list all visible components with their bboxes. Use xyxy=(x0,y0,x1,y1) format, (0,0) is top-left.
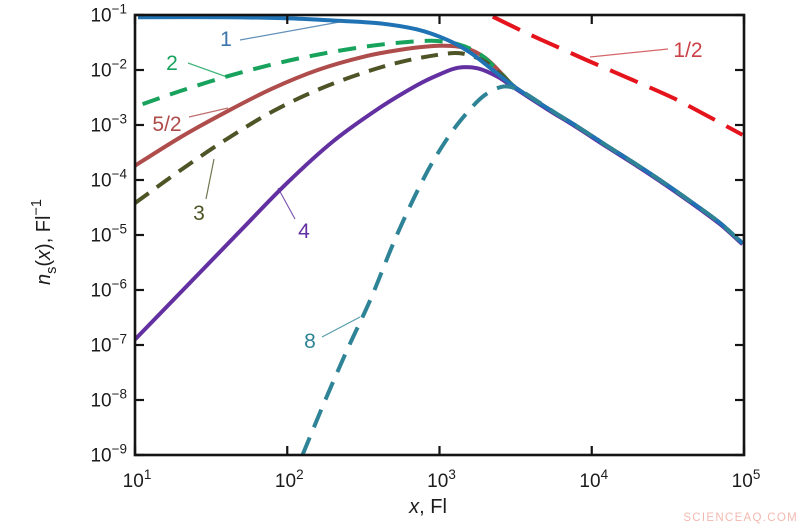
y-tick-label: 10−2 xyxy=(90,57,127,82)
x-tick-label: 103 xyxy=(427,467,456,492)
y-tick-label: 10−6 xyxy=(90,277,127,302)
axis-tick-labels: 101 102 103 104 105 10−1 10−2 10−3 10−4 10−5 10−6 1… xyxy=(90,2,760,493)
curve-label-5-2: 5/2 xyxy=(152,113,181,136)
leader-line-3 xyxy=(205,158,215,200)
y-tick-label: 10−3 xyxy=(90,112,127,137)
y-tick-label: 10−5 xyxy=(90,222,127,247)
curve-1-2-line xyxy=(491,14,744,137)
plot-curves xyxy=(135,14,744,456)
plot-axes xyxy=(133,13,746,457)
leader-line-1-2 xyxy=(589,48,669,58)
x-tick-label: 101 xyxy=(123,467,152,492)
watermark: SCIENCEAQ.COM xyxy=(683,512,798,524)
leader-line-8 xyxy=(321,316,361,338)
curve-label-4: 4 xyxy=(298,220,310,243)
curve-label-1: 1 xyxy=(220,28,232,51)
leader-line-5-2 xyxy=(188,107,229,118)
curve-label-3: 3 xyxy=(193,202,205,225)
y-tick-label: 10−8 xyxy=(90,387,127,412)
curve-annotations: 1 2 5/2 3 4 8 1/2 xyxy=(152,20,703,353)
curve-label-8: 8 xyxy=(304,330,316,353)
curve-2-line xyxy=(141,38,744,245)
leader-line-1 xyxy=(239,20,346,41)
y-tick-label: 10−9 xyxy=(90,442,127,467)
axis-titles: x, Fl ns(x), Fl−1 xyxy=(29,199,447,518)
y-tick-label: 10−7 xyxy=(90,332,127,357)
y-tick-label: 10−1 xyxy=(90,2,127,27)
y-tick-label: 10−4 xyxy=(90,167,127,192)
curve-label-1-2: 1/2 xyxy=(673,39,702,62)
x-tick-label: 104 xyxy=(579,467,608,492)
curve-label-2: 2 xyxy=(166,52,178,75)
curve-1-line xyxy=(137,15,744,245)
curve-8-line xyxy=(300,84,744,456)
y-axis-title: ns(x), Fl−1 xyxy=(29,199,60,285)
x-tick-label: 102 xyxy=(275,467,304,492)
leader-line-4 xyxy=(277,187,296,220)
plot-border xyxy=(133,13,746,457)
leader-line-2 xyxy=(187,62,228,78)
x-tick-label: 105 xyxy=(732,467,761,492)
x-axis-title: x, Fl xyxy=(408,496,447,518)
